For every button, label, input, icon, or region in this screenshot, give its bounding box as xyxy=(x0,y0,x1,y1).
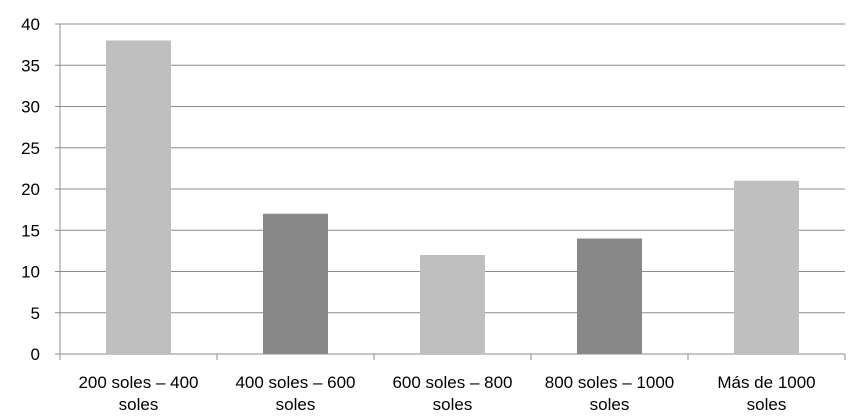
y-tick-label: 25 xyxy=(21,139,40,158)
x-category-label-line: soles xyxy=(433,395,473,414)
x-category-label-line: soles xyxy=(276,395,316,414)
x-category-labels: 200 soles – 400 soles 400 soles – 600 soles… xyxy=(78,373,815,414)
x-category-label-line: 400 soles – 600 xyxy=(235,373,355,392)
y-tick-labels: 0 5 10 15 20 25 30 35 40 xyxy=(21,15,40,364)
y-tick-label: 20 xyxy=(21,180,40,199)
gridlines xyxy=(60,23,845,314)
bars xyxy=(106,40,799,354)
y-tick-label: 10 xyxy=(21,263,40,282)
y-tick-label: 0 xyxy=(31,345,40,364)
bar xyxy=(263,213,328,354)
y-tick-label: 35 xyxy=(21,56,40,75)
x-category-label-line: soles xyxy=(747,395,787,414)
y-tick-label: 15 xyxy=(21,221,40,240)
y-tick-label: 5 xyxy=(31,304,40,323)
x-category-label: 200 soles – 400 soles xyxy=(78,373,198,414)
bar xyxy=(734,180,799,354)
x-category-label: 600 soles – 800 soles xyxy=(392,373,512,414)
y-tick-label: 30 xyxy=(21,98,40,117)
x-category-label-line: soles xyxy=(590,395,630,414)
bar xyxy=(577,238,642,354)
x-category-label-line: 600 soles – 800 xyxy=(392,373,512,392)
x-category-label-line: 800 soles – 1000 xyxy=(545,373,675,392)
x-category-label: 800 soles – 1000 soles xyxy=(545,373,675,414)
x-category-label-line: 200 soles – 400 xyxy=(78,373,198,392)
x-category-label: Más de 1000 soles xyxy=(717,373,815,414)
x-category-label-line: soles xyxy=(119,395,159,414)
y-tick-label: 40 xyxy=(21,15,40,34)
x-category-label: 400 soles – 600 soles xyxy=(235,373,355,414)
x-category-label-line: Más de 1000 xyxy=(717,373,815,392)
bar xyxy=(420,255,485,354)
bar xyxy=(106,40,171,354)
